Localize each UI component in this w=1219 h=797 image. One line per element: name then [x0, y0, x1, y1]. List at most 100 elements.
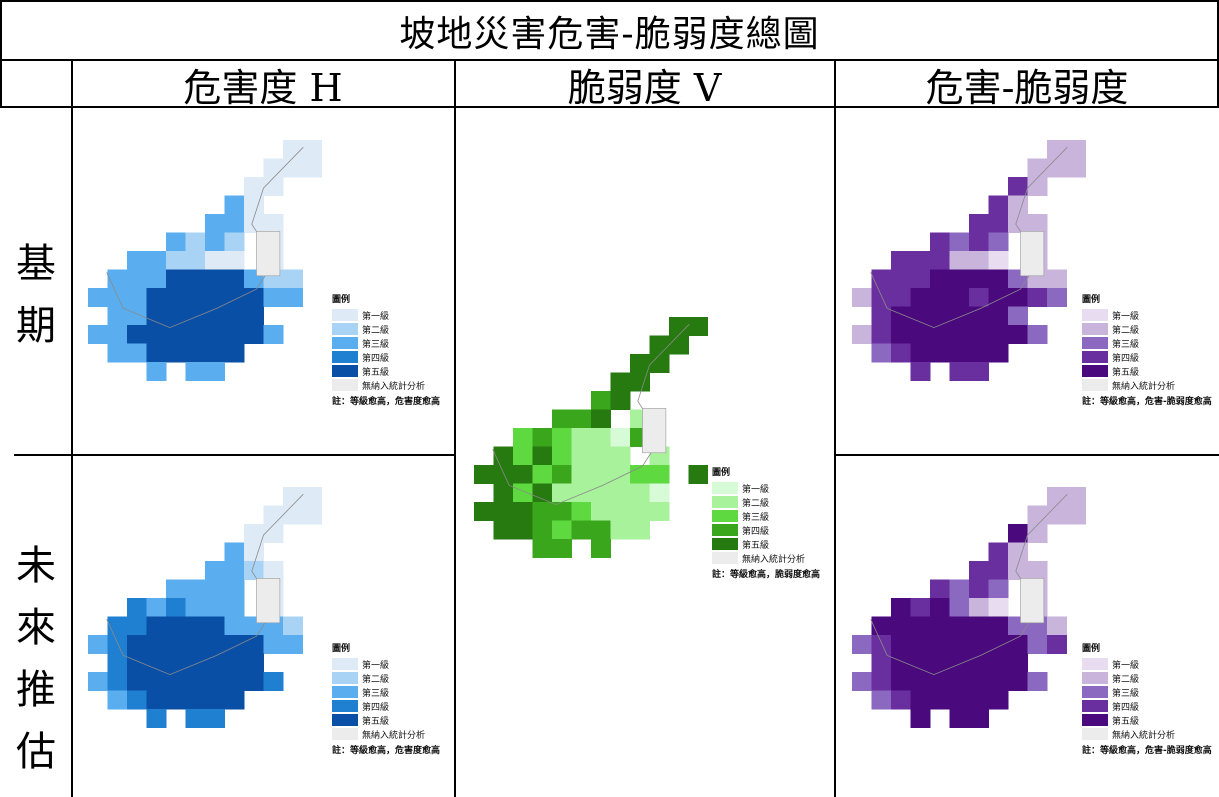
- grid-cell: [571, 465, 592, 484]
- grid-cell: [283, 487, 303, 506]
- grid-cell: [988, 306, 1009, 326]
- grid-cell: [127, 635, 147, 654]
- grid-cell: [185, 306, 206, 326]
- grid-cell: [1027, 672, 1048, 691]
- grid-cell: [127, 690, 147, 710]
- grid-cell: [871, 288, 892, 307]
- grid-cell: [166, 579, 186, 599]
- legend-item: 第一級: [1082, 308, 1212, 322]
- grid-cell: [949, 306, 970, 326]
- grid-cell: [949, 579, 970, 599]
- grid-cell: [283, 505, 303, 525]
- legend-swatch: [332, 714, 358, 726]
- legend-swatch: [332, 337, 358, 349]
- grid-cell: [930, 232, 950, 252]
- map-vulnerability: [474, 317, 708, 558]
- grid-cell: [244, 288, 264, 307]
- grid-cell: [166, 325, 186, 344]
- grid-cell: [1008, 214, 1028, 233]
- legend-label: 無納入統計分析: [362, 381, 426, 392]
- grid-cell: [205, 269, 225, 289]
- grid-cell: [891, 343, 911, 363]
- grid-cell: [949, 672, 970, 691]
- grid-cell: [1066, 158, 1086, 178]
- grid-cell: [1027, 158, 1048, 178]
- grid-cell: [146, 672, 167, 691]
- grid-cell: [988, 542, 1009, 562]
- grid-cell: [910, 672, 931, 691]
- legend-swatch: [1082, 337, 1108, 349]
- grid-cell: [224, 690, 245, 710]
- district-boundary: [106, 146, 304, 329]
- header-divider: [0, 106, 1219, 108]
- grid-cell: [571, 409, 592, 429]
- grid-cell: [591, 520, 611, 540]
- legend-item: 第二級: [1082, 671, 1212, 685]
- grid-cell: [649, 502, 670, 521]
- grid-cell: [949, 343, 970, 363]
- legend-swatch: [1082, 379, 1108, 391]
- grid-cell: [949, 598, 970, 617]
- legend-swatch: [712, 482, 738, 494]
- grid-cell: [591, 446, 611, 466]
- grid-cell: [224, 288, 245, 307]
- grid-cell: [283, 616, 303, 636]
- grid-cell: [930, 635, 950, 654]
- legend-note: 註：等級愈高，危害度愈高: [332, 397, 441, 407]
- grid-cell: [571, 502, 592, 521]
- grid-cell: [166, 598, 186, 617]
- grid-cell: [302, 140, 322, 159]
- grid-cell: [1066, 505, 1086, 525]
- legend-item: 第一級: [1082, 657, 1212, 671]
- map-risk-future: [852, 487, 1086, 728]
- legend-note: 註：等級愈高，危害-脆弱度愈高: [1082, 746, 1212, 756]
- grid-cell: [88, 325, 108, 344]
- legend-label: 第四級: [1112, 353, 1140, 364]
- grid-cell: [630, 483, 650, 503]
- title-divider: [0, 59, 1219, 61]
- grid-cell: [107, 653, 128, 673]
- grid-cell: [891, 269, 911, 289]
- grid-cell: [205, 709, 225, 728]
- grid-cell: [513, 446, 533, 466]
- legend-item: 第五級: [1082, 713, 1212, 727]
- grid-cell: [474, 465, 494, 484]
- grid-cell: [283, 158, 303, 178]
- legend-label: 無納入統計分析: [362, 730, 426, 741]
- legend-item: 第二級: [332, 322, 440, 336]
- legend-hazard-baseline: 圖例 第一級 第二級 第三級 第四級 第五級 無納入統計分析 註：等級愈高，危害度愈高: [332, 292, 440, 407]
- grid-cell: [224, 579, 245, 599]
- grid-cell: [185, 269, 206, 289]
- grid-cell: [930, 269, 950, 289]
- grid-cell: [988, 251, 1009, 270]
- grid-cell: [910, 306, 931, 326]
- grid-cell: [571, 520, 592, 540]
- grid-cell: [127, 653, 147, 673]
- legend-swatch: [332, 365, 358, 377]
- grid-cell: [988, 195, 1009, 215]
- grid-cell: [1027, 288, 1048, 307]
- row-divider: [14, 454, 455, 456]
- grid-cell: [571, 446, 592, 466]
- grid-cell: [610, 446, 631, 466]
- grid-cell: [166, 653, 186, 673]
- legend-title: 圖例: [1082, 644, 1101, 654]
- column-header-risk: 危害-脆弱度: [925, 65, 1129, 110]
- grid-cell: [988, 672, 1009, 691]
- grid-cell: [146, 325, 167, 344]
- grid-cell: [127, 343, 147, 363]
- col-divider-3: [834, 60, 836, 797]
- legend-swatch: [712, 552, 738, 564]
- grid-cell: [1027, 524, 1048, 543]
- legend-swatch: [1082, 351, 1108, 363]
- grid-cell: [244, 542, 264, 562]
- grid-cell: [930, 251, 950, 270]
- grid-cell: [166, 306, 186, 326]
- legend-swatch: [332, 658, 358, 670]
- grid-cell: [283, 635, 303, 654]
- grid-cell: [224, 251, 245, 270]
- grid-cell: [1027, 177, 1048, 196]
- grid-cell: [263, 524, 284, 543]
- legend-label: 第一級: [362, 660, 390, 671]
- excluded-area: [1020, 578, 1045, 624]
